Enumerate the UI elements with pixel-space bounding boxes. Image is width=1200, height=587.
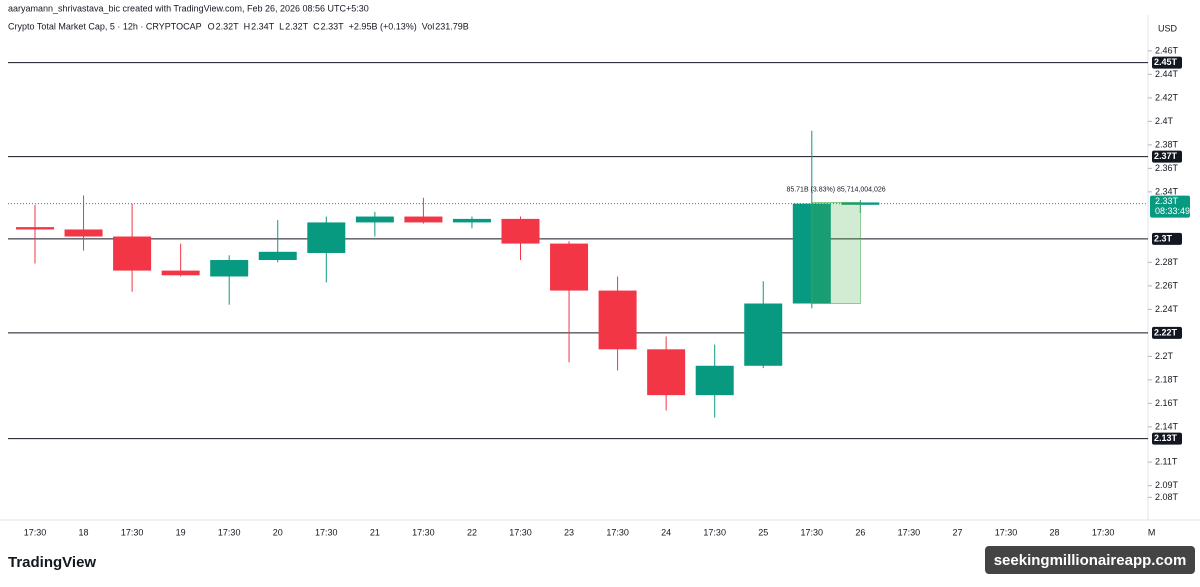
candle-body [695, 365, 734, 396]
x-tick-label: 19 [176, 527, 186, 537]
x-tick-label: 17:30 [801, 527, 824, 537]
y-tick-label: 2.42T [1155, 92, 1179, 102]
last-price-label: 2.33T [1155, 196, 1179, 206]
hline-label: 2.37T [1154, 151, 1178, 161]
measure-label: 85.71B (3.83%) 85,714,004,026 [786, 186, 885, 193]
y-tick-label: 2.28T [1155, 257, 1179, 267]
hline-badge [1152, 56, 1182, 69]
candle-body [258, 251, 297, 261]
candle-body [501, 218, 540, 244]
vol-key: Vol [422, 21, 435, 31]
hline-badge [1152, 150, 1182, 163]
y-tick-label: 2.38T [1155, 139, 1179, 149]
y-tick-label: 2.4T [1155, 116, 1174, 126]
candle-body [404, 216, 443, 223]
last-price-badge [1150, 195, 1190, 218]
candle-body [744, 303, 783, 366]
y-tick-label: 2.34T [1155, 186, 1179, 196]
x-tick-label: 17:30 [703, 527, 726, 537]
x-tick-label: 18 [79, 527, 89, 537]
x-tick-label: 23 [564, 527, 574, 537]
x-tick-label: 17:30 [1092, 527, 1115, 537]
candle-body [113, 236, 152, 271]
candle-body [210, 260, 249, 277]
hline-label: 2.45T [1154, 57, 1178, 67]
x-tick-label: 20 [273, 527, 283, 537]
ohlc-value: 2.33T [321, 21, 345, 31]
hline-label: 2.3T [1154, 233, 1173, 243]
hline-badge [1152, 432, 1182, 445]
x-tick-label: 17:30 [606, 527, 629, 537]
hline-badge [1152, 232, 1182, 245]
ohlc-key: C [313, 21, 320, 31]
y-tick-label: 2.44T [1155, 69, 1179, 79]
measure-box [811, 202, 861, 304]
credit: aaryamann_shrivastava_bic created with T… [8, 3, 369, 13]
candle-body [16, 227, 54, 230]
y-tick-label: 2.2T [1155, 351, 1174, 361]
currency: USD [1158, 23, 1178, 33]
countdown: 08:33:49 [1155, 206, 1190, 216]
y-tick-label: 2.46T [1155, 45, 1179, 55]
ohlc-value: 2.34T [251, 21, 275, 31]
x-tick-label: 27 [952, 527, 962, 537]
ohlc-key: L [279, 21, 284, 31]
logo: TradingView [8, 554, 96, 571]
x-tick-label: 17:30 [218, 527, 241, 537]
watermark-bg [985, 546, 1195, 574]
y-tick-label: 2.36T [1155, 163, 1179, 173]
symbol: Crypto Total Market Cap, 5 · 12h · CRYPT… [8, 21, 202, 31]
ohlc-key: O [208, 21, 215, 31]
hline-label: 2.13T [1154, 433, 1178, 443]
candle-body [161, 270, 200, 276]
y-tick-label: 2.24T [1155, 304, 1179, 314]
hline-label: 2.22T [1154, 327, 1178, 337]
x-tick-label: 17:30 [24, 527, 47, 537]
ohlc-value: 2.32T [285, 21, 309, 31]
x-tick-label: 17:30 [315, 527, 338, 537]
candle-body [550, 243, 589, 291]
y-tick-label: 2.16T [1155, 398, 1179, 408]
y-tick-label: 2.09T [1155, 480, 1179, 490]
x-tick-label: 17:30 [412, 527, 435, 537]
y-tick-label: 2.26T [1155, 280, 1179, 290]
x-tick-label: 28 [1050, 527, 1060, 537]
ohlc-key: H [244, 21, 251, 31]
x-tick-label: 25 [758, 527, 768, 537]
x-tick-label: M [1148, 527, 1156, 537]
candle-body [452, 218, 491, 223]
x-tick-label: 22 [467, 527, 477, 537]
x-tick-label: 26 [855, 527, 865, 537]
watermark: seekingmillionaireapp.com [994, 552, 1187, 569]
y-tick-label: 2.08T [1155, 492, 1179, 502]
x-tick-label: 21 [370, 527, 380, 537]
x-tick-label: 17:30 [509, 527, 532, 537]
y-tick-label: 2.11T [1155, 457, 1178, 467]
vol-value: 231.79B [435, 21, 469, 31]
ohlc-value: 2.32T [216, 21, 240, 31]
x-tick-label: 17:30 [121, 527, 144, 537]
y-tick-label: 2.18T [1155, 374, 1179, 384]
x-tick-label: 24 [661, 527, 671, 537]
candle-body [598, 290, 637, 350]
x-tick-label: 17:30 [898, 527, 921, 537]
candle-body [307, 222, 346, 253]
candle-body [647, 349, 686, 396]
candle-body [64, 229, 103, 237]
y-tick-label: 2.14T [1155, 421, 1179, 431]
hline-badge [1152, 326, 1182, 339]
change: +2.95B (+0.13%) [349, 21, 417, 31]
x-tick-label: 17:30 [995, 527, 1018, 537]
candle-body [355, 216, 394, 223]
